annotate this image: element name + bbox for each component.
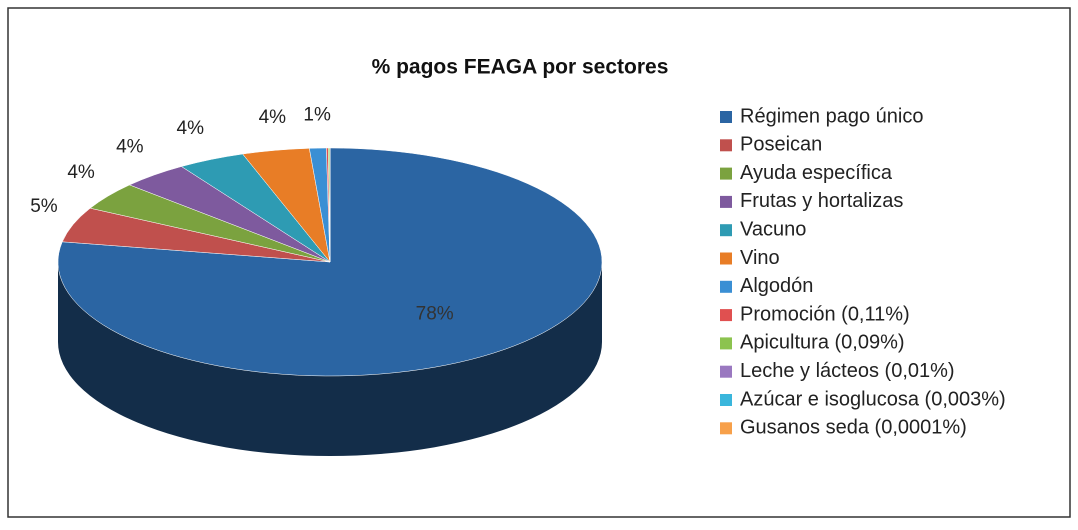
legend-swatch	[720, 394, 732, 406]
legend-label: Promoción (0,11%)	[740, 303, 910, 325]
legend-swatch	[720, 196, 732, 208]
data-label: 1%	[303, 104, 331, 125]
data-label: 4%	[116, 137, 144, 158]
legend-swatch	[720, 309, 732, 321]
legend-label: Azúcar e isoglucosa (0,003%)	[740, 388, 1006, 410]
legend-swatch	[720, 253, 732, 265]
data-label: 5%	[30, 196, 58, 217]
legend-label: Ayuda específica	[740, 162, 893, 184]
legend-swatch	[720, 366, 732, 378]
chart-title: % pagos FEAGA por sectores	[372, 56, 669, 79]
legend-swatch	[720, 422, 732, 434]
legend-swatch	[720, 168, 732, 180]
data-label: 4%	[259, 107, 287, 128]
legend-swatch	[720, 337, 732, 349]
legend-label: Leche y lácteos (0,01%)	[740, 360, 955, 382]
legend-label: Vacuno	[740, 218, 806, 240]
legend-swatch	[720, 281, 732, 293]
data-label: 4%	[67, 162, 95, 183]
legend-label: Algodón	[740, 275, 813, 297]
legend-label: Apicultura (0,09%)	[740, 332, 905, 354]
legend-label: Régimen pago único	[740, 105, 923, 127]
data-label: 78%	[416, 303, 454, 324]
legend-label: Frutas y hortalizas	[740, 190, 903, 212]
legend-label: Vino	[740, 247, 780, 269]
legend-swatch	[720, 139, 732, 151]
legend-label: Gusanos seda (0,0001%)	[740, 417, 967, 439]
legend-swatch	[720, 224, 732, 236]
legend-label: Poseican	[740, 134, 822, 156]
data-label: 4%	[177, 118, 205, 139]
legend-swatch	[720, 111, 732, 123]
